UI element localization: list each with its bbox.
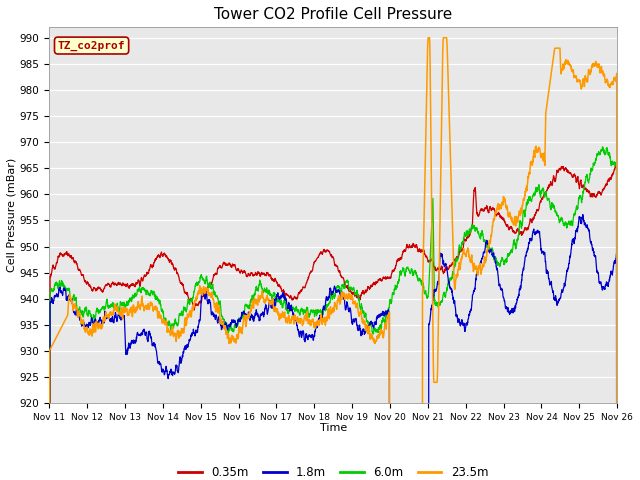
- Text: TZ_co2prof: TZ_co2prof: [58, 40, 125, 51]
- Y-axis label: Cell Pressure (mBar): Cell Pressure (mBar): [7, 158, 17, 272]
- Title: Tower CO2 Profile Cell Pressure: Tower CO2 Profile Cell Pressure: [214, 7, 452, 22]
- X-axis label: Time: Time: [319, 423, 347, 433]
- Legend: 0.35m, 1.8m, 6.0m, 23.5m: 0.35m, 1.8m, 6.0m, 23.5m: [173, 462, 493, 480]
